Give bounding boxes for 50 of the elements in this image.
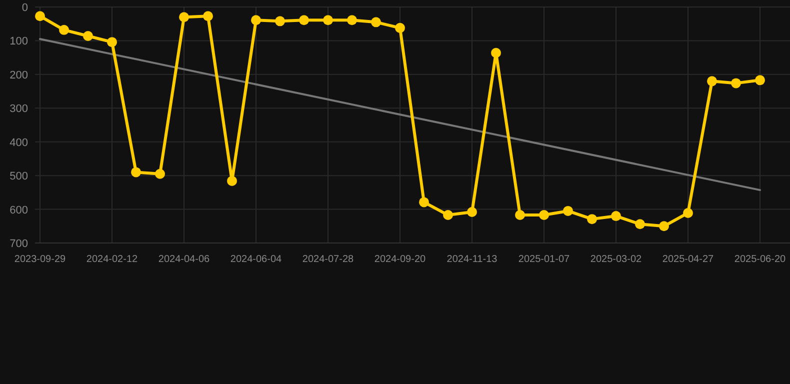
point bbox=[443, 210, 453, 220]
point bbox=[587, 214, 597, 224]
y-tick-label: 500 bbox=[10, 170, 28, 183]
x-tick-label: 2024-04-06 bbox=[158, 254, 210, 265]
y-tick-label: 100 bbox=[10, 36, 28, 48]
point bbox=[107, 37, 117, 48]
point bbox=[203, 11, 213, 22]
point bbox=[179, 12, 189, 22]
point bbox=[611, 211, 621, 222]
y-tick-label: 300 bbox=[10, 103, 28, 116]
point bbox=[59, 24, 69, 35]
y-tick-label: 700 bbox=[10, 238, 28, 250]
x-tick-label: 2024-07-28 bbox=[302, 254, 354, 265]
x-tick-label: 2025-01-07 bbox=[518, 254, 570, 265]
x-tick-label: 2024-11-13 bbox=[446, 254, 498, 265]
point bbox=[755, 75, 765, 86]
x-tick-label: 2025-06-20 bbox=[734, 254, 786, 265]
point bbox=[83, 30, 93, 41]
point bbox=[539, 210, 549, 220]
point bbox=[659, 221, 669, 232]
point bbox=[395, 22, 405, 33]
point bbox=[563, 206, 573, 216]
x-tick-label: 2025-04-27 bbox=[662, 254, 714, 265]
point bbox=[515, 210, 525, 220]
point bbox=[155, 168, 165, 179]
x-tick-label: 2024-09-20 bbox=[374, 254, 426, 265]
point bbox=[731, 78, 741, 88]
point bbox=[251, 15, 261, 26]
point bbox=[347, 15, 357, 26]
point bbox=[371, 17, 381, 28]
x-tick-label: 2024-06-04 bbox=[230, 254, 282, 265]
point bbox=[35, 11, 45, 22]
point bbox=[131, 167, 141, 178]
point bbox=[467, 206, 477, 217]
point bbox=[707, 76, 717, 86]
point bbox=[635, 219, 645, 230]
x-tick-label: 2024-02-12 bbox=[86, 254, 138, 265]
y-tick-label: 600 bbox=[10, 204, 28, 216]
point bbox=[275, 16, 285, 26]
y-tick-label: 0 bbox=[22, 2, 28, 14]
x-tick-label: 2025-03-02 bbox=[590, 254, 642, 265]
point bbox=[299, 15, 309, 26]
point bbox=[491, 48, 501, 58]
point bbox=[323, 15, 333, 26]
y-tick-label: 400 bbox=[10, 136, 28, 149]
point bbox=[227, 176, 237, 186]
point bbox=[419, 197, 429, 208]
y-tick-label: 200 bbox=[10, 69, 28, 82]
point bbox=[683, 208, 693, 218]
x-tick-label: 2023-09-29 bbox=[14, 254, 66, 265]
